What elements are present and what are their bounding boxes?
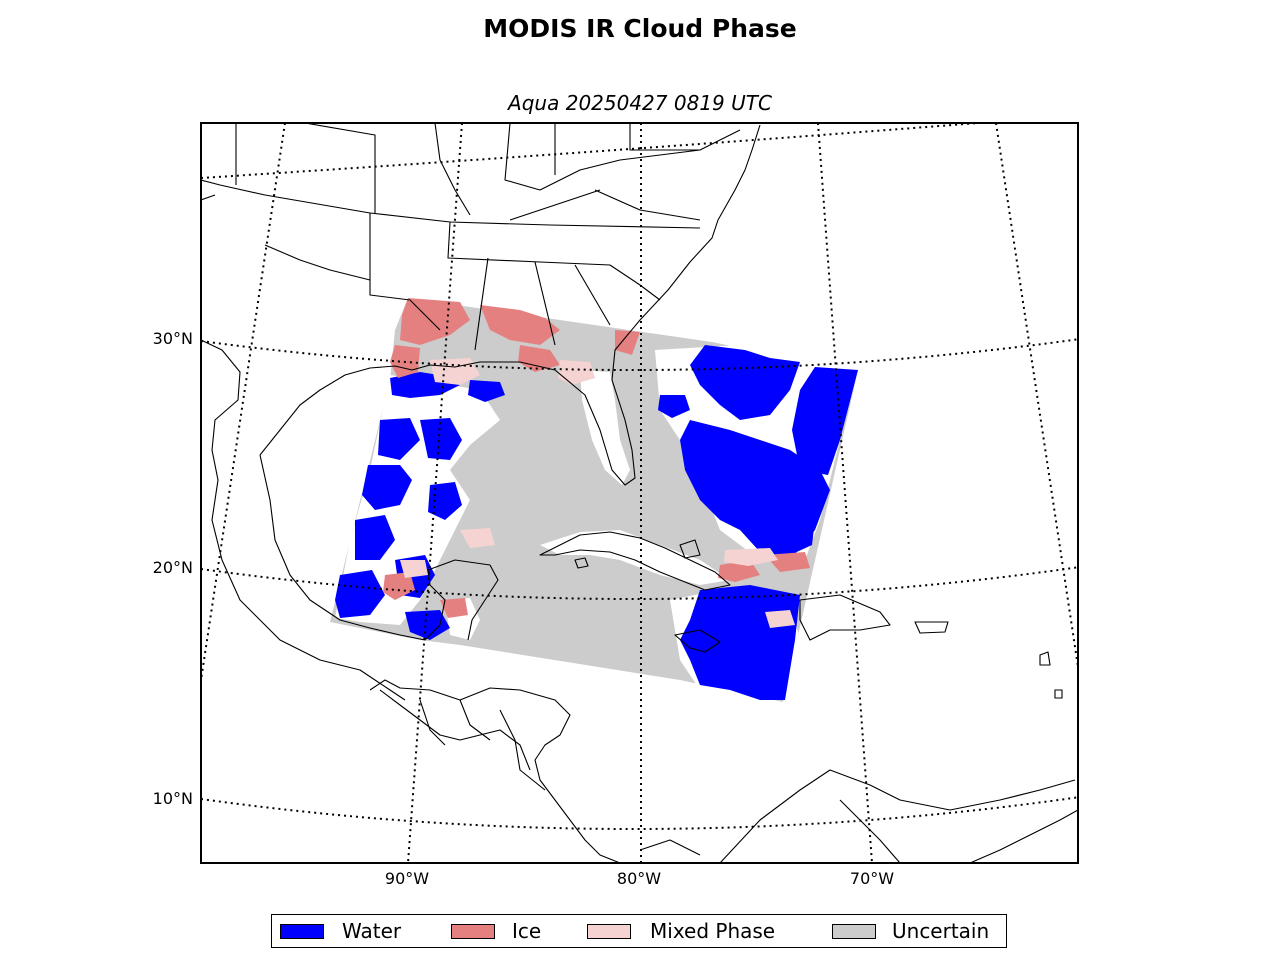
legend-label-water: Water: [342, 919, 402, 943]
legend-swatch-uncertain: [832, 924, 876, 939]
legend-swatch-ice: [451, 924, 495, 939]
lat-label-10n: 10°N: [152, 789, 193, 808]
map-frame: [200, 122, 1079, 864]
graticule: [201, 123, 1078, 863]
lon-label-90w: 90°W: [384, 869, 430, 888]
map-title: MODIS IR Cloud Phase: [483, 14, 797, 43]
legend-label-mixed-phase: Mixed Phase: [650, 919, 776, 943]
lat-label-20n: 20°N: [152, 558, 193, 577]
lat-label-30n: 30°N: [152, 329, 193, 348]
lon-label-70w: 70°W: [849, 869, 895, 888]
legend-swatch-water: [280, 924, 324, 939]
legend-swatch-mixed-phase: [587, 924, 631, 939]
map-plot-area: [201, 123, 1078, 863]
legend-label-ice: Ice: [512, 919, 542, 943]
lon-label-80w: 80°W: [616, 869, 662, 888]
map-subtitle: Aqua 20250427 0819 UTC: [508, 91, 772, 115]
legend-label-uncertain: Uncertain: [892, 919, 990, 943]
legend: Water Ice Mixed Phase Uncertain: [271, 914, 1007, 948]
coastlines-and-borders: [201, 123, 1078, 863]
